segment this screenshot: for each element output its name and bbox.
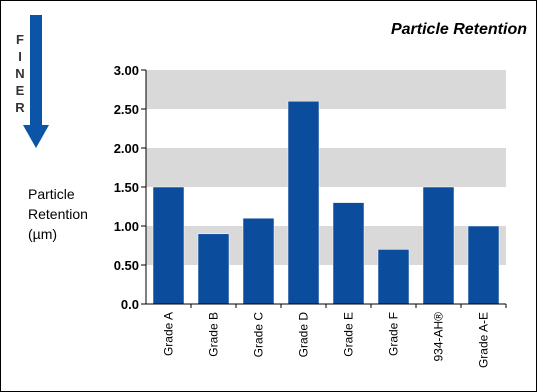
bar [287,100,320,305]
y-tick-label: 0.0 [121,297,139,312]
y-tick-label: 0.50 [114,258,139,273]
y-axis-label-line-1: Particle [28,186,75,202]
y-tick-label: 1.50 [114,180,139,195]
bars [152,100,500,305]
y-tick-label: 3.00 [114,63,139,78]
y-tick-label: 2.00 [114,141,139,156]
x-tick-label: Grade A [162,312,176,356]
finer-letter: E [16,83,25,98]
x-tick-label: Grade B [207,312,221,357]
y-axis-ticks: 0.0 0.50 1.00 1.50 2.00 2.50 3.00 [114,63,146,312]
y-axis-label-line-2: Retention [28,206,88,222]
background-band [146,70,506,109]
bar [377,249,410,305]
bar [197,233,230,305]
chart-title: Particle Retention [391,21,527,38]
x-tick-label: Grade E [342,312,356,357]
x-tick-label: 934-AH® [432,312,446,362]
finer-arrow-shaft [30,15,42,127]
x-tick-label: Grade D [297,312,311,358]
bar [467,225,500,305]
finer-letter: I [18,49,22,64]
bar [242,217,275,305]
bar [422,186,455,305]
finer-arrow-head-icon [23,125,49,148]
y-tick-label: 2.50 [114,102,139,117]
finer-letter: R [15,100,25,115]
background-band [146,148,506,187]
y-axis-label-line-3: (µm) [28,226,57,242]
bar [152,186,185,305]
y-tick-label: 1.00 [114,219,139,234]
x-tick-label: Grade F [387,312,401,356]
x-tick-label: Grade A-E [477,312,491,368]
x-axis-ticks: Grade A Grade B Grade C Grade D Grade E Grade… [162,304,507,368]
finer-letter: F [16,32,24,47]
finer-letter: N [15,66,24,81]
bar [332,202,365,305]
x-tick-label: Grade C [252,312,266,358]
